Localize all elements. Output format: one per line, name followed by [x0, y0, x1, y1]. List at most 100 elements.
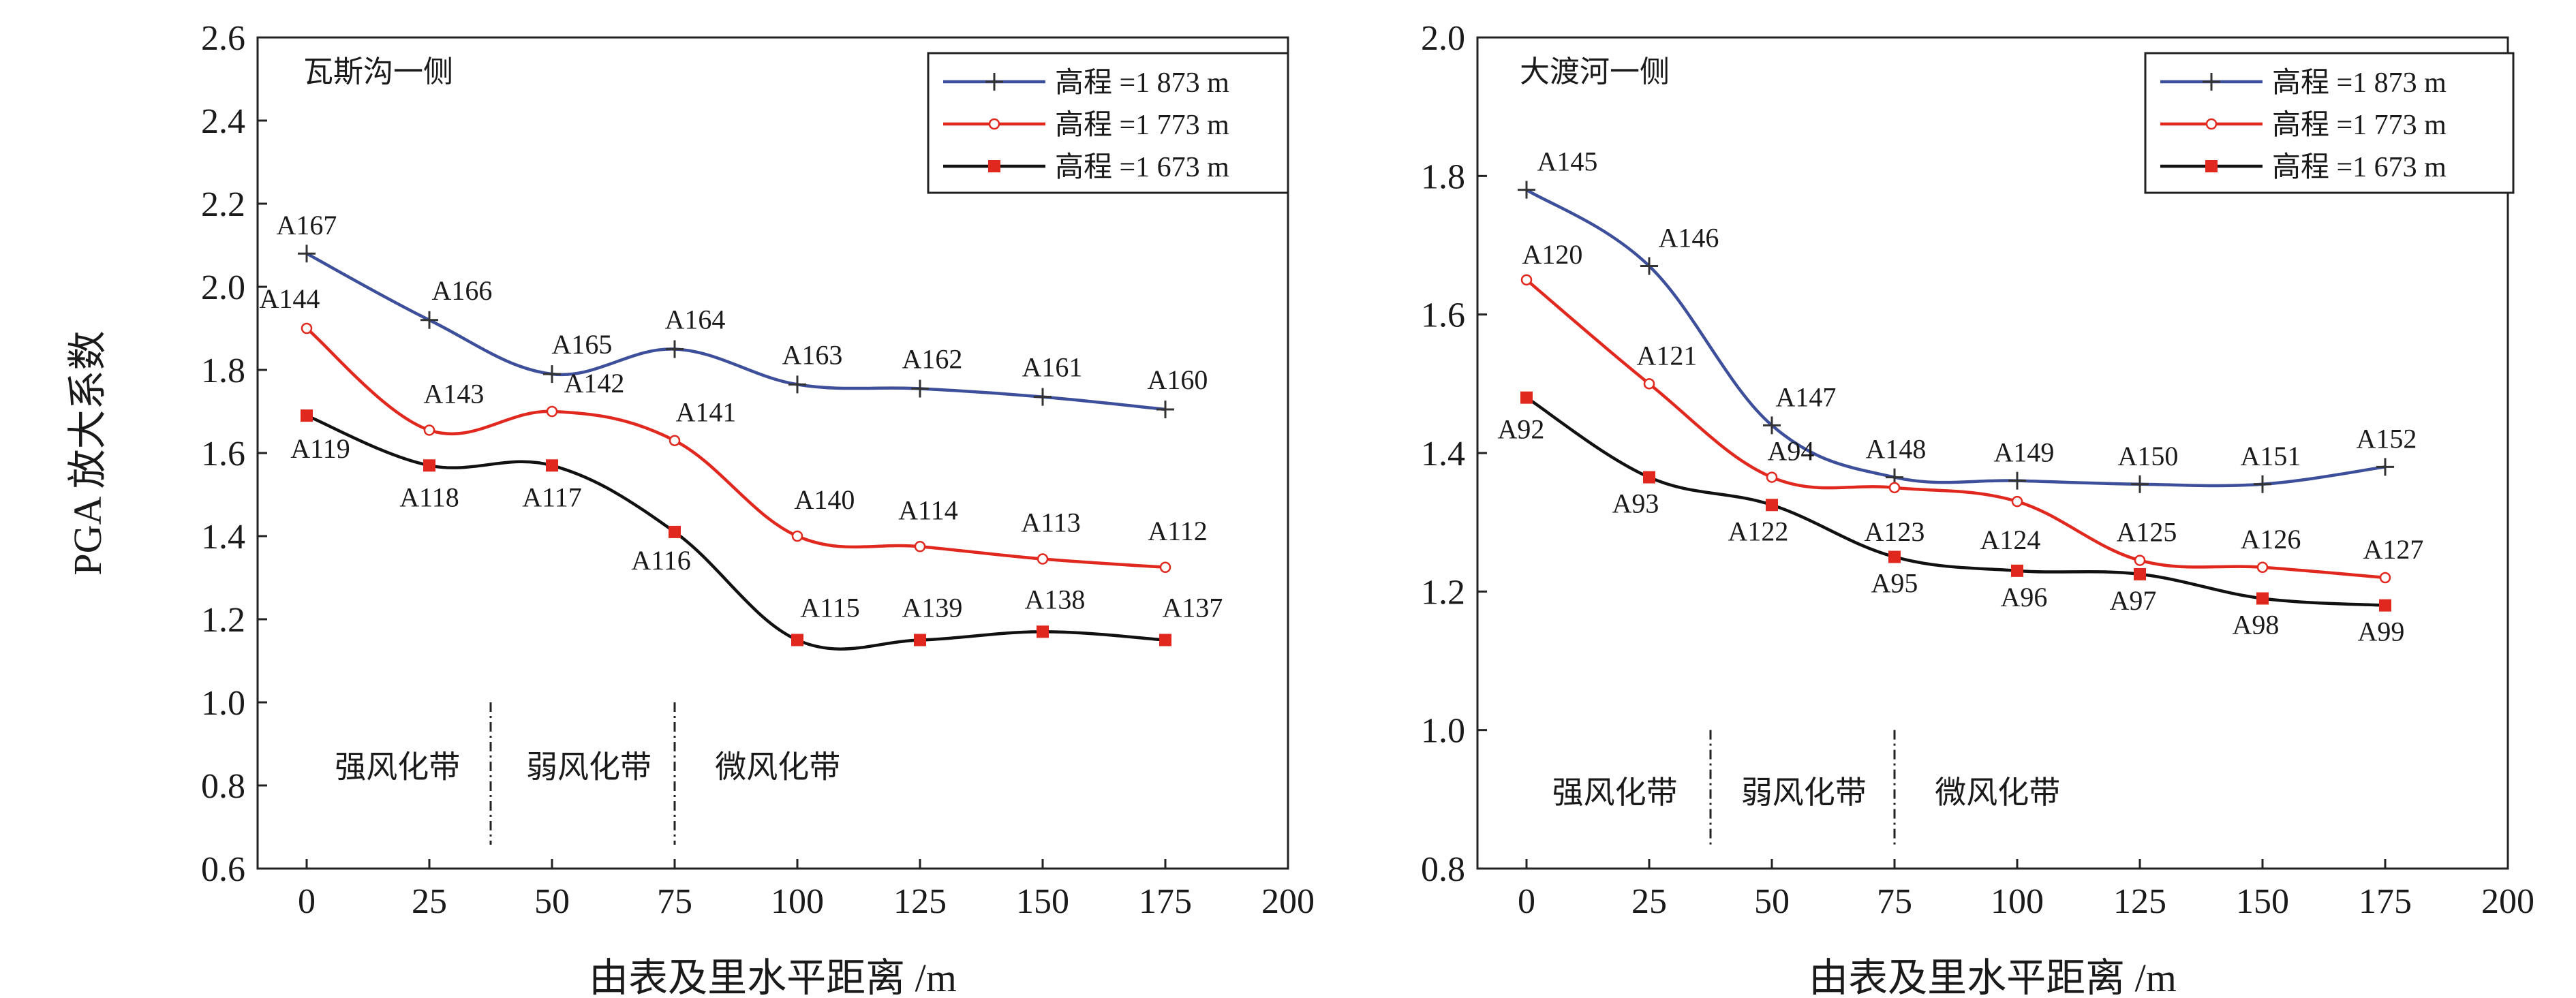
point-label: A167: [277, 210, 337, 240]
data-point: [1888, 482, 1901, 494]
chart-panel-wasigou: 0 25 50 75 100 125 150 175 200 0.6 0.8 1.0 1.2 1.4 1.6…: [65, 19, 1315, 998]
data-point: [2256, 592, 2269, 605]
y-tick-label: 1.4: [201, 518, 245, 557]
zone-label: 微风化带: [715, 750, 840, 785]
panel-title: 瓦斯沟一侧: [303, 55, 453, 89]
data-point: [669, 435, 681, 446]
point-label: A145: [1537, 146, 1598, 177]
chart-panel-daduhe: 0 25 50 75 100 125 150 175 200 0.8 1.0 1.2 1.4 1.6 1.8…: [1421, 19, 2534, 998]
series-0: A145 A146 A147 A148 A149 A150 A151 A152: [1518, 146, 2417, 493]
data-point: [546, 405, 558, 418]
point-label: A141: [676, 397, 737, 428]
legend-label: 高程 =1 873 m: [2272, 67, 2447, 99]
x-tick-label: 100: [1991, 882, 2044, 921]
point-label: A160: [1148, 364, 1208, 395]
x-tick-label: 200: [1261, 882, 1315, 921]
data-point: [301, 322, 313, 334]
legend-marker: [988, 160, 1000, 172]
point-label: A138: [1025, 584, 1086, 614]
legend-marker: [985, 73, 1003, 91]
data-point: [423, 424, 435, 436]
point-label: A115: [800, 593, 859, 623]
legend: 高程 =1 873 m 高程 =1 773 m 高程 =1 673 m: [927, 52, 1289, 194]
y-tick-label: 1.2: [1421, 573, 1465, 612]
y-tick-label: 1.4: [1421, 435, 1465, 473]
point-label: A165: [552, 329, 613, 360]
point-label: A146: [1659, 223, 1719, 253]
point-label: A93: [1612, 488, 1659, 519]
x-tick-label: 150: [2236, 882, 2289, 921]
x-tick-label: 0: [1518, 882, 1535, 921]
data-point: [2379, 599, 2391, 612]
data-point: [1763, 416, 1781, 435]
y-tick-label: 2.6: [201, 19, 245, 58]
point-label: A166: [432, 275, 493, 306]
data-point: [1643, 378, 1655, 390]
point-label: A97: [2110, 585, 2157, 616]
data-point: [1520, 391, 1533, 404]
legend-marker: [2205, 118, 2218, 130]
data-point: [420, 311, 438, 329]
y-tick-label: 2.0: [1421, 19, 1465, 58]
data-point: [1518, 181, 1535, 199]
point-label: A139: [902, 593, 963, 623]
x-tick-label: 200: [2481, 882, 2534, 921]
data-point: [1037, 553, 1049, 565]
point-label: A127: [2363, 534, 2424, 565]
y-tick-label: 1.0: [201, 684, 245, 723]
data-point: [1766, 499, 1778, 512]
point-label: A92: [1498, 414, 1545, 445]
x-tick-label: 50: [534, 882, 570, 921]
point-label: A114: [898, 495, 957, 525]
data-point: [1643, 471, 1655, 484]
point-label: A113: [1021, 508, 1080, 538]
point-label: A119: [290, 433, 350, 464]
point-label: A148: [1866, 434, 1927, 465]
point-label: A121: [1637, 340, 1698, 371]
legend-label: 高程 =1 673 m: [2272, 152, 2447, 183]
series-line: [1525, 188, 2386, 488]
point-label: A163: [782, 339, 843, 370]
y-tick-label: 1.0: [1421, 712, 1465, 751]
x-tick-label: 100: [771, 882, 824, 921]
data-point: [298, 245, 316, 263]
series-line: [306, 414, 1166, 651]
data-point: [2254, 475, 2271, 493]
data-point: [1888, 550, 1901, 563]
point-label: A98: [2233, 610, 2280, 640]
point-label: A161: [1022, 352, 1083, 383]
point-label: A120: [1522, 239, 1583, 270]
point-label: A124: [1980, 525, 2041, 555]
y-tick-label: 0.6: [201, 850, 245, 889]
data-point: [1156, 400, 1174, 418]
series-1: A144 A143 A142 A141 A140 A114 A113 A112: [260, 283, 1208, 573]
data-point: [788, 375, 806, 394]
y-tick-label: 2.4: [201, 102, 245, 141]
y-tick-label: 2.0: [201, 268, 245, 307]
data-point: [791, 530, 803, 542]
x-axis-title: 由表及里水平距离 /m: [589, 956, 957, 998]
x-tick-label: 25: [412, 882, 447, 921]
data-point: [666, 340, 684, 358]
data-point: [1034, 388, 1052, 406]
y-tick-label: 1.8: [1421, 157, 1465, 196]
x-tick-label: 25: [1631, 882, 1667, 921]
data-point: [2379, 572, 2391, 584]
point-label: A152: [2357, 423, 2417, 454]
data-point: [669, 525, 681, 538]
point-label: A99: [2358, 617, 2405, 647]
x-axis-title: 由表及里水平距离 /m: [1809, 956, 2177, 998]
legend-marker: [2205, 160, 2218, 172]
point-label: A164: [665, 305, 726, 335]
point-label: A96: [2001, 582, 2048, 612]
data-point: [2376, 458, 2394, 476]
series-line: [305, 252, 1166, 411]
point-label: A162: [902, 343, 963, 374]
point-label: A147: [1776, 381, 1837, 412]
x-tick-label: 125: [2113, 882, 2166, 921]
series-line: [1525, 396, 2386, 607]
point-label: A112: [1148, 516, 1207, 546]
y-tick-label: 2.2: [201, 185, 245, 224]
point-label: A118: [399, 482, 459, 512]
